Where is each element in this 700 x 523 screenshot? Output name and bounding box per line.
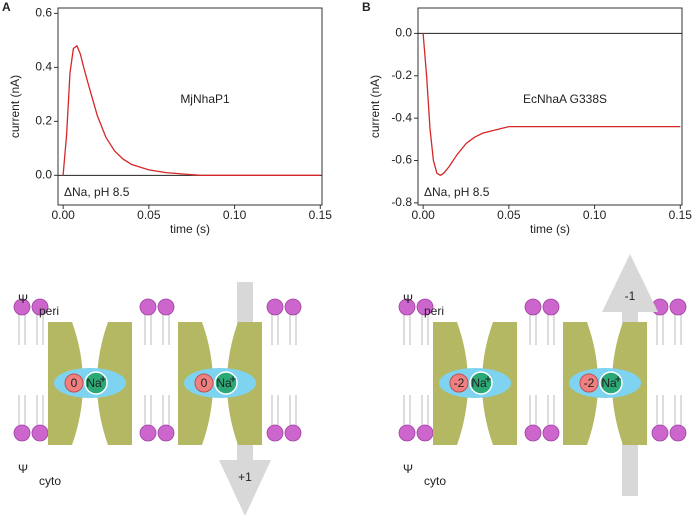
lipid-head <box>524 298 542 316</box>
lipid-head <box>266 424 284 442</box>
charge-site <box>64 373 84 393</box>
cyto-label: cyto <box>39 474 61 488</box>
charge-label: 0 <box>201 376 208 390</box>
data-line <box>422 33 681 177</box>
lipid-head <box>398 298 416 316</box>
y-tick-label: 0.4 <box>35 60 52 74</box>
arrow-label: +1 <box>238 470 252 484</box>
y-tick-label: -0.6 <box>391 153 412 167</box>
charge-label: -2 <box>584 376 595 390</box>
charge-site <box>194 373 214 393</box>
charge-site <box>579 373 599 393</box>
data-line <box>62 44 321 176</box>
lipid-head <box>139 424 157 442</box>
psi-symbol: Ψ <box>18 292 28 306</box>
x-tick-label: 0.15 <box>669 208 693 222</box>
ion-charge: + <box>484 372 491 386</box>
lipid-head <box>139 298 157 316</box>
arrow-label: -1 <box>625 289 636 303</box>
lipid-head <box>13 298 31 316</box>
x-tick-label: 0.10 <box>583 208 607 222</box>
lipid-head <box>416 424 434 442</box>
lipid-head <box>542 424 560 442</box>
plot-frame <box>417 7 683 206</box>
peri-label: peri <box>424 304 444 318</box>
psi-symbol: Ψ <box>18 462 28 476</box>
lipid-head <box>669 424 687 442</box>
ion <box>599 371 623 395</box>
x-axis-label: time (s) <box>170 222 210 236</box>
lipid-head <box>416 298 434 316</box>
x-tick-label: 0.15 <box>309 208 333 222</box>
ion-label: Na <box>216 376 232 390</box>
ion-label: Na <box>601 376 617 390</box>
ion-label: Na <box>471 376 487 390</box>
ion-charge: + <box>99 372 106 386</box>
ion-charge: + <box>229 372 236 386</box>
x-tick-label: 0.05 <box>497 208 521 222</box>
cyto-label: cyto <box>424 474 446 488</box>
ion <box>214 371 238 395</box>
lipid-head <box>542 298 560 316</box>
lipid-head <box>651 424 669 442</box>
x-tick-label: 0.00 <box>411 208 435 222</box>
lipid-head <box>524 424 542 442</box>
annotation: MjNhaP1 <box>180 92 230 106</box>
y-tick-label: -0.4 <box>391 110 412 124</box>
ion-charge: + <box>614 372 621 386</box>
lipid-head <box>157 424 175 442</box>
condition: ΔNa, pH 8.5 <box>64 185 130 199</box>
lipid-head <box>31 424 49 442</box>
lipid-head <box>266 298 284 316</box>
peri-label: peri <box>39 304 59 318</box>
x-tick-label: 0.00 <box>51 208 75 222</box>
lipid-head <box>13 424 31 442</box>
lipid-head <box>284 298 302 316</box>
ion <box>469 371 493 395</box>
lipid-head <box>284 424 302 442</box>
lipid-head <box>31 298 49 316</box>
y-tick-label: -0.2 <box>391 68 412 82</box>
x-axis-label: time (s) <box>530 222 570 236</box>
ion-label: Na <box>86 376 102 390</box>
charge-label: -2 <box>454 376 465 390</box>
y-tick-label: 0.0 <box>35 167 52 181</box>
ion <box>84 371 108 395</box>
arrow-head <box>219 460 271 516</box>
charge-label: 0 <box>71 376 78 390</box>
arrow-head <box>602 254 658 312</box>
plot-frame <box>57 7 323 206</box>
y-tick-label: -0.8 <box>391 195 412 209</box>
y-tick-label: 0.6 <box>35 6 52 20</box>
y-tick-label: 0.0 <box>395 26 412 40</box>
condition: ΔNa, pH 8.5 <box>424 185 490 199</box>
psi-symbol: Ψ <box>403 292 413 306</box>
lipid-head <box>398 424 416 442</box>
x-tick-label: 0.05 <box>137 208 161 222</box>
lipid-head <box>669 298 687 316</box>
panel-label: B <box>362 0 371 14</box>
lipid-head <box>157 298 175 316</box>
panel-label: A <box>2 0 11 14</box>
y-axis-label: current (nA) <box>368 75 382 138</box>
charge-site <box>449 373 469 393</box>
y-axis-label: current (nA) <box>8 75 22 138</box>
y-tick-label: 0.2 <box>35 114 52 128</box>
annotation: EcNhaA G338S <box>523 92 607 106</box>
psi-symbol: Ψ <box>403 462 413 476</box>
x-tick-label: 0.10 <box>223 208 247 222</box>
